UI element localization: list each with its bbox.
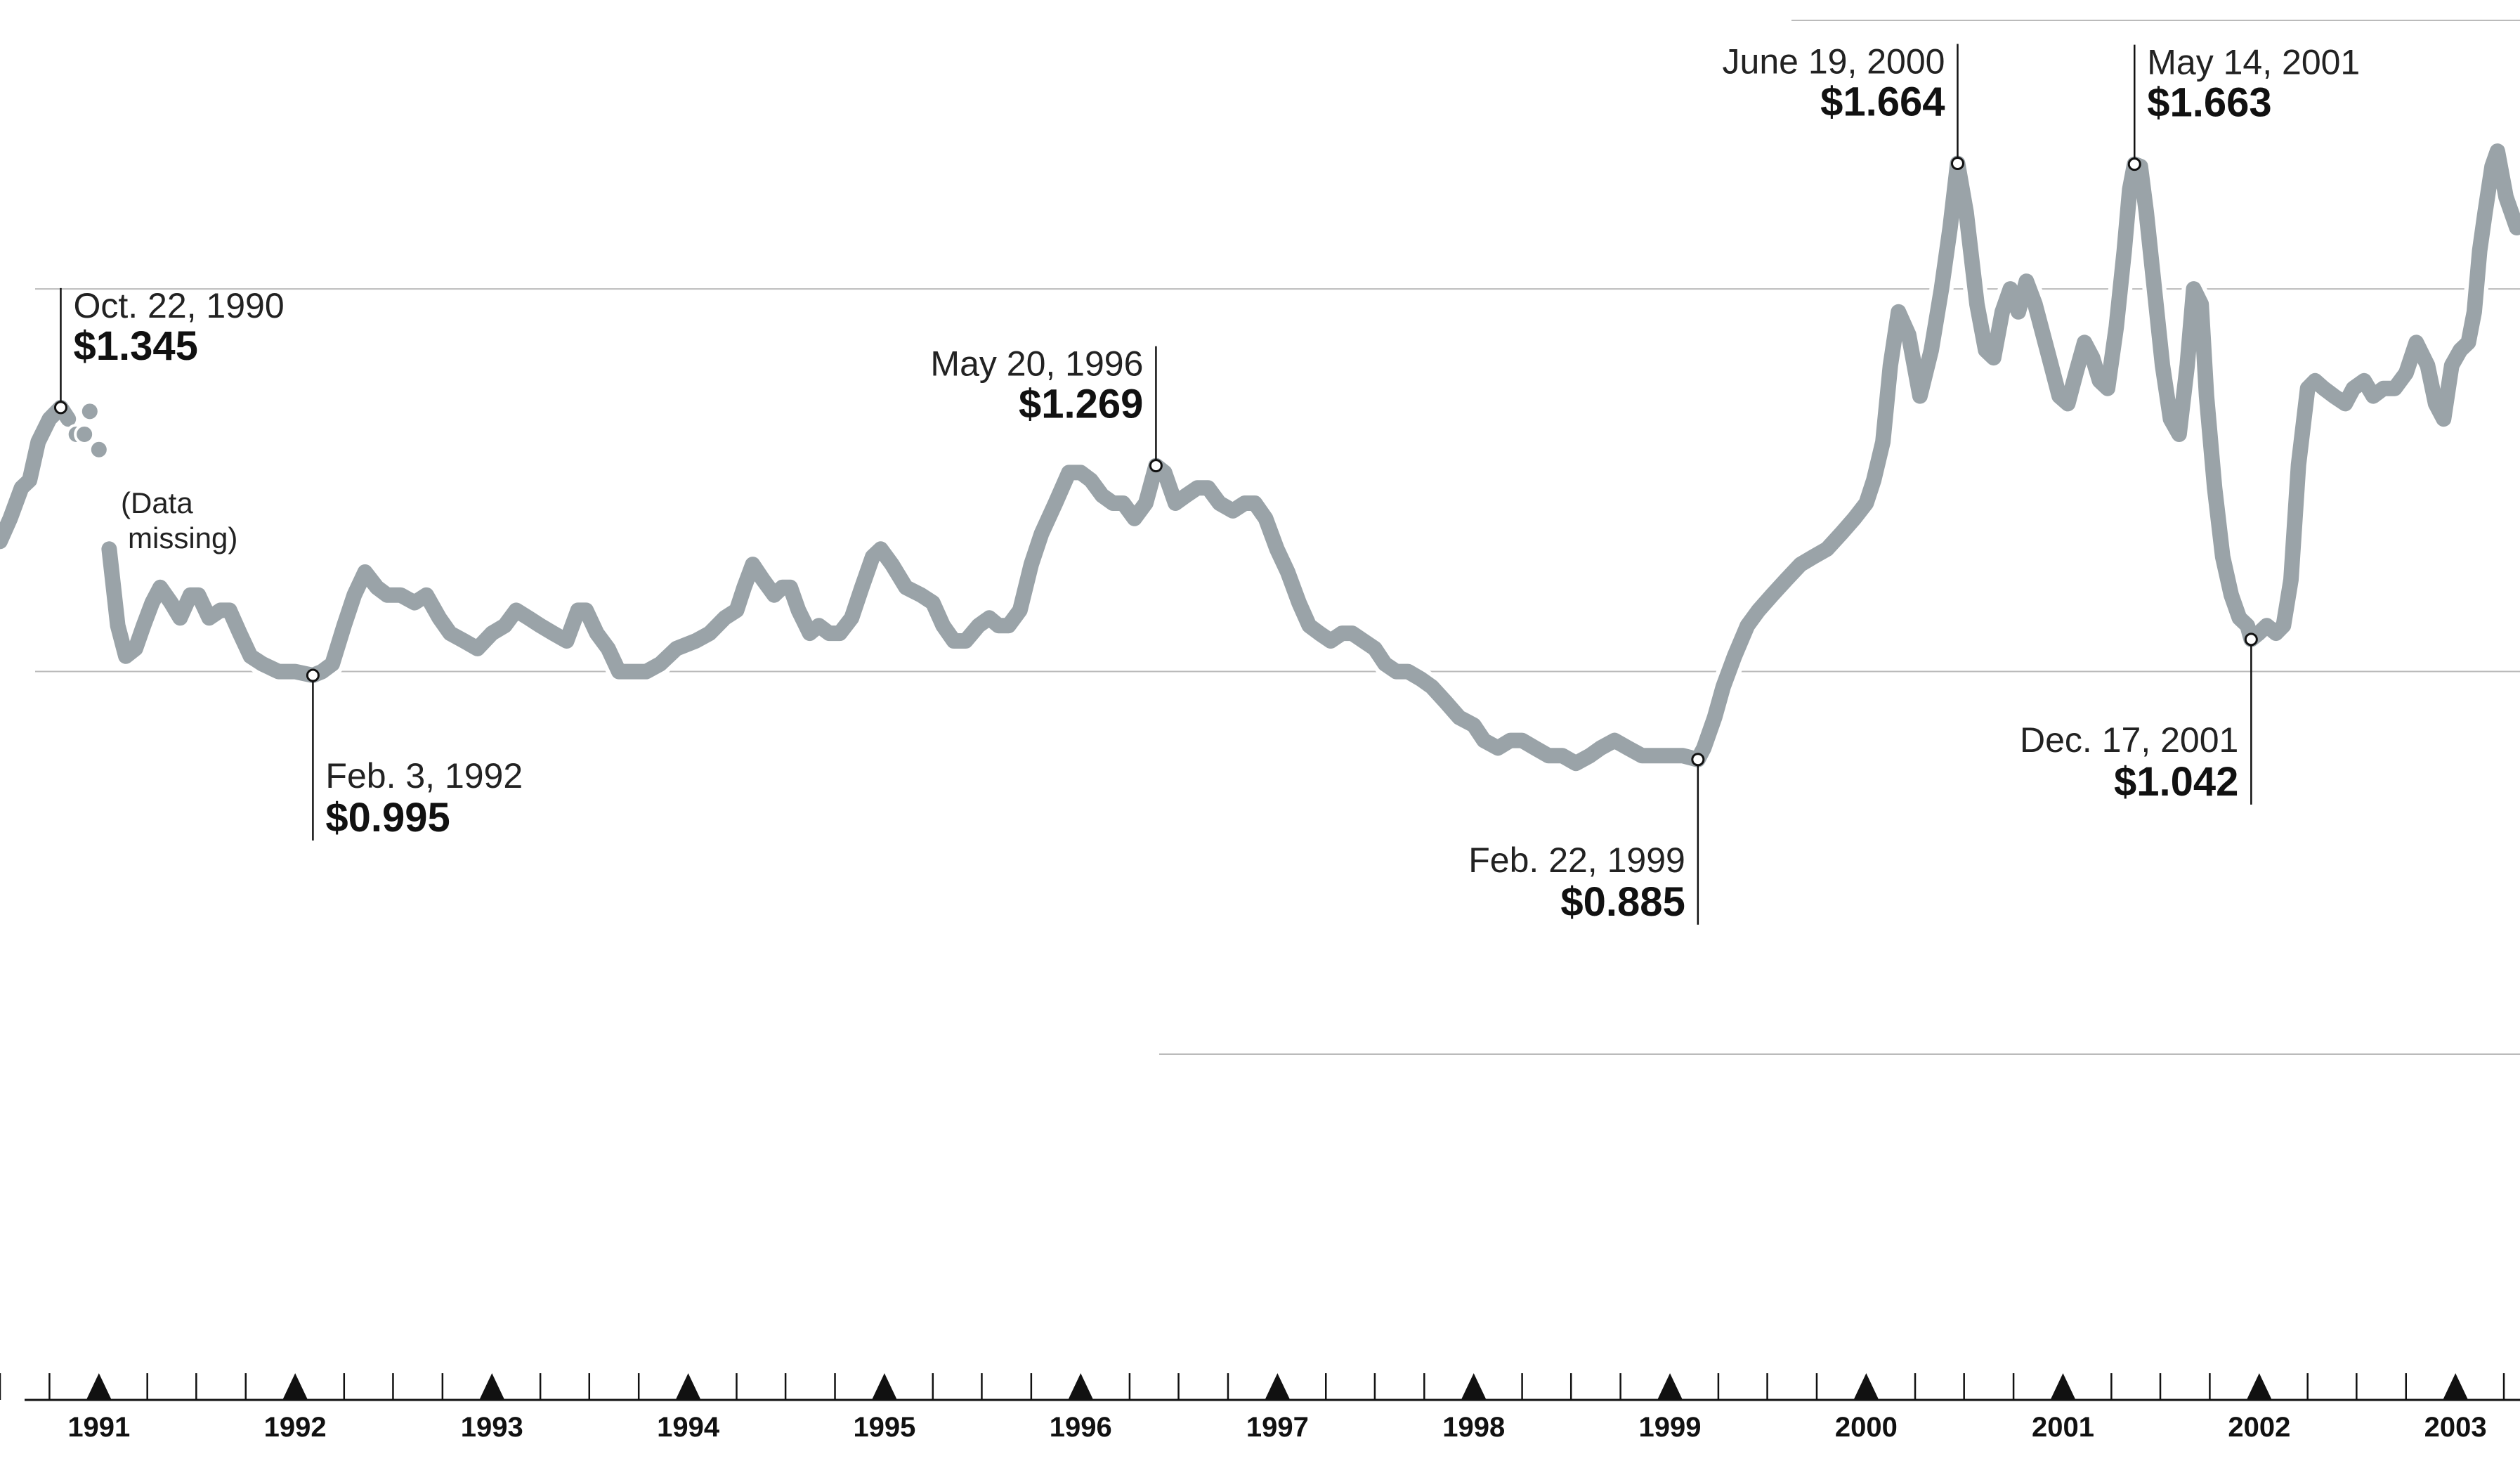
x-tick-label-2001: 2001 [2032,1412,2094,1443]
x-tick-label-1992: 1992 [264,1412,327,1443]
annotation-value: $1.269 [1019,382,1143,427]
x-tick-label-1991: 1991 [67,1412,130,1443]
annotation-date: Dec. 17, 2001 [2020,720,2238,760]
annotation-date: Feb. 3, 1992 [325,756,523,796]
price-line-stroke-main [101,143,2520,772]
annotation-date: Feb. 22, 1999 [1468,841,1685,880]
x-tick-label-1997: 1997 [1246,1412,1309,1443]
annotation-value: $1.345 [73,323,197,369]
x-major-tick-1998 [1461,1373,1487,1400]
x-tick-label-2003: 2003 [2424,1412,2487,1443]
annotation-3: Feb. 22, 1999$0.885 [1468,753,1705,925]
annotations: Oct. 22, 1990$1.345 Feb. 3, 1992$0.995 May… [53,42,2360,925]
x-major-tick-1997 [1265,1373,1291,1400]
annotation-2: May 20, 1996$1.269 [930,344,1163,473]
annotation-date: May 20, 1996 [930,344,1143,384]
x-major-tick-1991 [86,1373,112,1400]
x-major-tick-2002 [2246,1373,2272,1400]
annotation-0: Oct. 22, 1990$1.345 [53,286,285,415]
x-tick-label-1998: 1998 [1442,1412,1505,1443]
missing-note-line2: missing) [128,521,237,554]
annotation-marker [2127,157,2141,171]
annotation-value: $1.042 [2114,759,2238,805]
x-tick-label-2002: 2002 [2228,1412,2290,1443]
annotation-marker [2244,632,2258,647]
annotation-value: $1.663 [2147,80,2271,126]
x-major-tick-2003 [2443,1373,2469,1400]
x-tick-label-2000: 2000 [1835,1412,1898,1443]
missing-data-dot [79,401,100,422]
annotation-date: Oct. 22, 1990 [73,286,284,325]
annotation-5: May 14, 2001$1.663 [2127,43,2360,171]
annotation-value: $0.885 [1560,879,1685,925]
x-tick-label-1993: 1993 [461,1412,523,1443]
x-tick-label-1996: 1996 [1050,1412,1112,1443]
annotation-4: June 19, 2000$1.664 [1723,42,1964,171]
annotation-6: Dec. 17, 2001$1.042 [2020,632,2258,805]
annotation-marker [1149,459,1163,473]
annotation-marker [306,668,320,682]
annotation-date: June 19, 2000 [1723,42,1945,82]
x-tick-label-1999: 1999 [1639,1412,1702,1443]
x-axis: 1991 1992 1993 1994 1995 1996 1997 1998 1999 2000… [0,1373,2520,1443]
x-major-tick-1992 [282,1373,308,1400]
annotation-marker [1691,753,1705,767]
x-major-tick-1996 [1068,1373,1094,1400]
x-major-tick-1995 [871,1373,897,1400]
x-major-tick-2001 [2050,1373,2076,1400]
missing-data-dot [74,424,96,445]
gridlines [35,20,2520,1055]
x-major-tick-1999 [1657,1373,1683,1400]
missing-data-note: (Data missing) [121,486,237,554]
annotation-marker [1950,157,1964,171]
x-major-tick-2000 [1853,1373,1879,1400]
missing-note-line1: (Data [121,486,193,519]
x-major-tick-1993 [479,1373,505,1400]
annotation-marker [53,401,67,415]
x-major-tick-1994 [675,1373,701,1400]
x-tick-label-1994: 1994 [657,1412,720,1443]
annotation-date: May 14, 2001 [2147,43,2360,82]
price-line [0,139,2520,776]
annotation-value: $1.664 [1820,79,1945,125]
annotation-1: Feb. 3, 1992$0.995 [306,668,523,841]
x-tick-label-1995: 1995 [853,1412,915,1443]
missing-data-dot [88,439,110,460]
annotation-value: $0.995 [325,795,450,841]
